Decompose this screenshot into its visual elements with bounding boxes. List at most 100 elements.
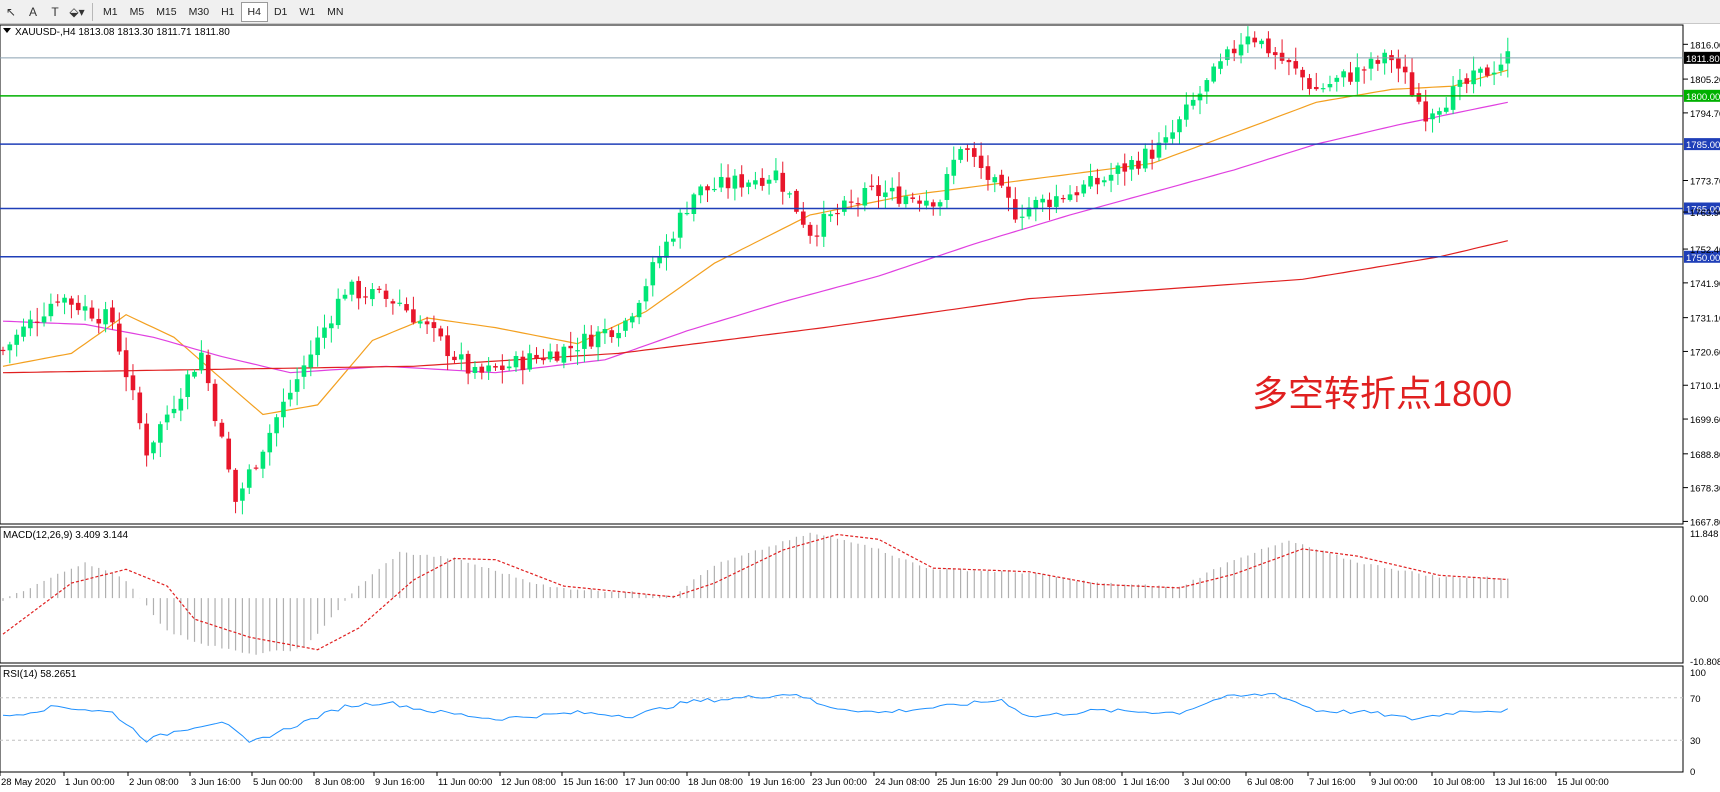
time-axis-label: 2 Jun 08:00 bbox=[129, 777, 179, 788]
candle bbox=[1006, 176, 1011, 212]
timeframe-button-h4[interactable]: H4 bbox=[240, 1, 268, 22]
candle bbox=[705, 184, 710, 203]
timeframe-button-m5[interactable]: M5 bbox=[129, 5, 145, 18]
candle bbox=[1334, 75, 1340, 92]
time-axis-label: 24 Jun 08:00 bbox=[875, 777, 930, 788]
candle bbox=[1095, 168, 1100, 195]
candle bbox=[240, 482, 245, 515]
candle bbox=[753, 171, 758, 190]
chart-title: XAUUSD-,H4 1813.08 1813.30 1811.71 1811.… bbox=[3, 27, 230, 38]
candle bbox=[438, 325, 444, 341]
candle bbox=[294, 367, 300, 406]
candle bbox=[1211, 63, 1216, 84]
candle bbox=[807, 222, 813, 244]
chart-area: 1811.80 1800.00 1785.00 1765.00 1750.00 1816… bbox=[0, 24, 1720, 792]
candle bbox=[1361, 66, 1367, 84]
candle bbox=[889, 177, 895, 201]
price-axis-label: 1816.00 bbox=[1690, 40, 1720, 51]
timeframe-button-w1[interactable]: W1 bbox=[299, 5, 316, 18]
candle bbox=[828, 210, 833, 222]
candle bbox=[1423, 89, 1429, 132]
candle bbox=[14, 329, 19, 357]
time-axis-label: 3 Jul 00:00 bbox=[1184, 777, 1230, 788]
time-axis-label: 17 Jun 00:00 bbox=[625, 777, 680, 788]
candle bbox=[848, 189, 854, 208]
candle bbox=[219, 419, 225, 439]
candle bbox=[246, 464, 252, 495]
candle bbox=[500, 354, 505, 384]
text-label-tool-icon[interactable]: T bbox=[51, 4, 59, 19]
time-axis-label: 6 Jul 08:00 bbox=[1247, 777, 1293, 788]
candle bbox=[691, 192, 697, 222]
shapes-menu-icon[interactable]: ⬙▾ bbox=[69, 4, 85, 19]
candle bbox=[636, 299, 642, 325]
cursor-icon[interactable]: ↖ bbox=[5, 4, 17, 19]
candle bbox=[349, 279, 355, 302]
candle bbox=[479, 363, 485, 380]
candle bbox=[746, 179, 751, 195]
candle bbox=[356, 276, 361, 310]
level-tag bbox=[1684, 89, 1720, 102]
price-axis-label: 1678.30 bbox=[1690, 484, 1720, 495]
candle bbox=[411, 296, 416, 325]
macd-axis-label: -10.808 bbox=[1690, 657, 1720, 668]
candle bbox=[110, 300, 115, 330]
candle bbox=[342, 289, 348, 301]
candle bbox=[1293, 47, 1299, 75]
candle bbox=[308, 340, 314, 377]
timeframe-button-h1[interactable]: H1 bbox=[221, 5, 235, 18]
candle bbox=[862, 182, 868, 212]
text-tool-icon[interactable]: A bbox=[28, 4, 37, 19]
candle bbox=[766, 175, 772, 195]
candle bbox=[431, 315, 437, 342]
macd-signal-line bbox=[2, 533, 1508, 651]
level-label: 1800.00 bbox=[1686, 92, 1720, 103]
candle bbox=[315, 326, 320, 367]
candle bbox=[1067, 185, 1073, 202]
timeframe-button-m30[interactable]: M30 bbox=[188, 5, 210, 18]
candle bbox=[883, 180, 888, 209]
candle bbox=[534, 347, 539, 364]
time-axis-label: 29 Jun 00:00 bbox=[998, 777, 1053, 788]
timeframe-button-m1[interactable]: M1 bbox=[103, 5, 118, 18]
candle bbox=[164, 405, 170, 431]
candle bbox=[1430, 108, 1435, 133]
time-axis-label: 30 Jun 08:00 bbox=[1061, 777, 1116, 788]
candle bbox=[1437, 107, 1442, 123]
candle bbox=[1279, 39, 1285, 64]
candle bbox=[541, 348, 546, 365]
time-axis-label: 7 Jul 16:00 bbox=[1309, 777, 1355, 788]
candle bbox=[664, 234, 669, 271]
timeframe-button-m15[interactable]: M15 bbox=[156, 5, 177, 18]
candle bbox=[739, 165, 745, 197]
candle bbox=[1402, 54, 1408, 84]
candle bbox=[513, 351, 519, 373]
candle bbox=[677, 208, 683, 249]
candle bbox=[582, 324, 587, 363]
candle bbox=[1218, 53, 1223, 75]
time-axis-label: 13 Jul 16:00 bbox=[1495, 777, 1547, 788]
candle bbox=[253, 464, 259, 471]
candle bbox=[999, 169, 1004, 188]
time-axis: 28 May 2020 1 Jun 00:00 2 Jun 08:00 3 Jun 1… bbox=[0, 772, 1609, 788]
dropdown-triangle-icon[interactable] bbox=[3, 28, 11, 33]
candle bbox=[397, 289, 403, 307]
candle bbox=[370, 283, 375, 307]
candle bbox=[842, 195, 847, 216]
candle bbox=[903, 189, 909, 208]
timeframe-button-mn[interactable]: MN bbox=[327, 5, 344, 18]
timeframe-button-d1[interactable]: D1 bbox=[273, 5, 288, 18]
candle bbox=[1136, 151, 1141, 175]
candle bbox=[671, 231, 676, 247]
macd-title: MACD(12,26,9) 3.409 3.144 bbox=[3, 530, 129, 541]
candle bbox=[992, 174, 998, 193]
candle bbox=[1464, 73, 1470, 94]
candle bbox=[1396, 49, 1401, 83]
candle bbox=[376, 286, 382, 294]
candle bbox=[123, 337, 129, 392]
candle bbox=[602, 318, 608, 344]
candle bbox=[1307, 73, 1312, 95]
candle bbox=[1252, 31, 1258, 48]
rsi-axis-label: 30 bbox=[1690, 736, 1701, 747]
toolbar-separator bbox=[92, 2, 93, 21]
